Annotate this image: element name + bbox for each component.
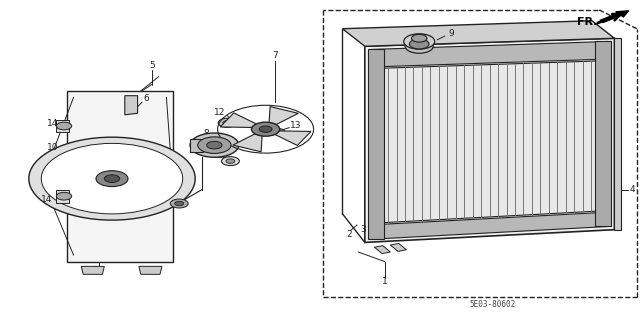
Circle shape	[175, 201, 184, 206]
Circle shape	[41, 144, 183, 214]
Circle shape	[221, 157, 239, 166]
Polygon shape	[390, 243, 406, 251]
Text: 14: 14	[47, 119, 58, 128]
Polygon shape	[365, 38, 614, 242]
Circle shape	[104, 175, 120, 182]
FancyArrow shape	[600, 11, 628, 22]
Text: 15: 15	[217, 151, 228, 160]
Polygon shape	[269, 107, 298, 124]
Circle shape	[272, 129, 285, 135]
Polygon shape	[371, 212, 608, 239]
Text: 4: 4	[630, 185, 635, 194]
Polygon shape	[374, 246, 390, 254]
Polygon shape	[275, 131, 311, 145]
Text: 14: 14	[41, 195, 52, 204]
Text: 13: 13	[290, 121, 301, 130]
Circle shape	[404, 34, 435, 49]
Text: 2: 2	[346, 230, 351, 239]
Circle shape	[405, 39, 433, 53]
Text: 5: 5	[149, 61, 154, 70]
Text: 6: 6	[143, 94, 148, 103]
Text: 9: 9	[449, 29, 454, 38]
Circle shape	[259, 126, 272, 132]
Polygon shape	[371, 61, 608, 223]
Polygon shape	[81, 266, 104, 274]
Text: FR.: FR.	[577, 17, 597, 27]
Text: 8: 8	[204, 129, 209, 138]
Circle shape	[198, 137, 231, 153]
Circle shape	[223, 121, 232, 125]
Text: 11: 11	[93, 266, 105, 275]
Circle shape	[96, 171, 128, 187]
Text: 7: 7	[273, 51, 278, 60]
Polygon shape	[595, 41, 611, 226]
Polygon shape	[139, 266, 162, 274]
Polygon shape	[220, 113, 256, 128]
Circle shape	[207, 141, 222, 149]
Polygon shape	[368, 49, 384, 239]
Polygon shape	[56, 120, 69, 132]
Polygon shape	[125, 96, 138, 115]
Circle shape	[190, 133, 239, 157]
Circle shape	[29, 137, 195, 220]
Circle shape	[226, 159, 235, 163]
Circle shape	[170, 199, 188, 208]
Text: 12: 12	[214, 108, 225, 117]
Text: 5E03-80602: 5E03-80602	[470, 300, 516, 309]
Polygon shape	[56, 190, 69, 203]
Circle shape	[412, 34, 427, 42]
Text: 1: 1	[382, 277, 387, 286]
Polygon shape	[371, 41, 608, 67]
Circle shape	[410, 39, 429, 49]
Polygon shape	[190, 139, 203, 152]
Text: 3: 3	[361, 225, 366, 234]
Circle shape	[252, 122, 280, 136]
Circle shape	[56, 192, 72, 200]
Polygon shape	[342, 21, 614, 46]
Circle shape	[218, 118, 236, 127]
Polygon shape	[233, 134, 262, 152]
Polygon shape	[614, 38, 621, 230]
Polygon shape	[67, 91, 173, 262]
Text: 10: 10	[47, 143, 59, 152]
Circle shape	[56, 122, 72, 130]
